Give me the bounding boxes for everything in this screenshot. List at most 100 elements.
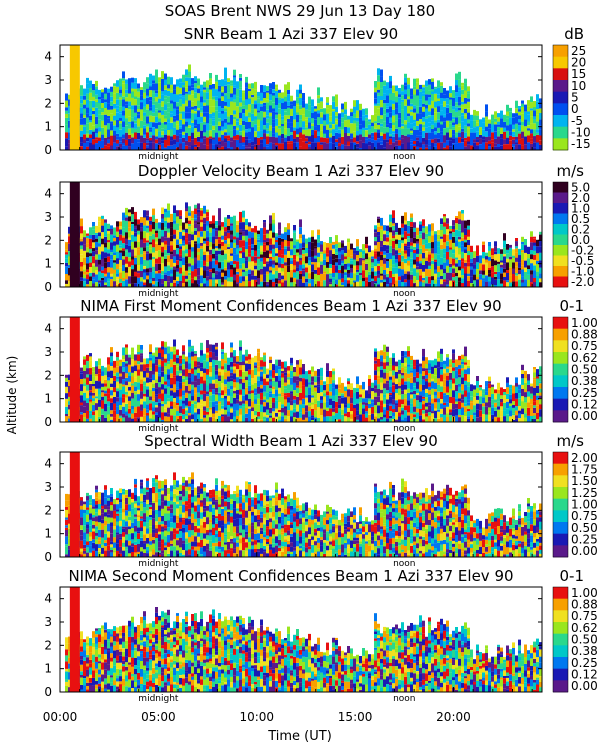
- heatmap-cell: [461, 227, 464, 233]
- heatmap-cell: [131, 117, 134, 121]
- heatmap-cell: [209, 362, 212, 366]
- heatmap-cell: [527, 247, 530, 254]
- heatmap-cell: [263, 252, 266, 258]
- heatmap-cell: [197, 260, 200, 268]
- heatmap-cell: [170, 378, 173, 385]
- heatmap-cell: [134, 283, 137, 287]
- heatmap-cell: [404, 239, 407, 244]
- heatmap-cell: [224, 370, 227, 373]
- heatmap-cell: [176, 388, 179, 390]
- heatmap-cell: [137, 271, 140, 273]
- heatmap-cell: [431, 101, 434, 108]
- heatmap-cell: [128, 376, 131, 382]
- heatmap-cell: [179, 216, 182, 219]
- heatmap-cell: [311, 124, 314, 126]
- heatmap-cell: [386, 242, 389, 246]
- heatmap-cell: [254, 411, 257, 415]
- heatmap-cell: [86, 124, 89, 130]
- heatmap-cell: [314, 270, 317, 274]
- heatmap-cell: [500, 118, 503, 124]
- heatmap-cell: [125, 108, 128, 116]
- heatmap-cell: [227, 99, 230, 107]
- heatmap-cell: [107, 234, 110, 241]
- heatmap-cell: [467, 113, 470, 120]
- heatmap-cell: [317, 98, 320, 103]
- heatmap-cell: [230, 403, 233, 406]
- heatmap-cell: [425, 226, 428, 234]
- heatmap-cell: [98, 90, 101, 97]
- heatmap-cell: [230, 413, 233, 420]
- heatmap-cell: [410, 112, 413, 116]
- heatmap-cell: [140, 135, 143, 142]
- heatmap-cell: [488, 277, 491, 282]
- heatmap-cell: [284, 240, 287, 246]
- heatmap-cell: [281, 120, 284, 124]
- heatmap-cell: [188, 119, 191, 126]
- heatmap-cell: [344, 114, 347, 120]
- heatmap-cell: [143, 143, 146, 150]
- heatmap-cell: [467, 91, 470, 93]
- heatmap-cell: [116, 367, 119, 373]
- heatmap-cell: [194, 394, 197, 402]
- heatmap-cell: [515, 276, 518, 282]
- heatmap-cell: [113, 260, 116, 263]
- heatmap-cell: [410, 99, 413, 104]
- heatmap-cell: [428, 79, 431, 85]
- heatmap-cell: [239, 365, 242, 370]
- heatmap-cell: [164, 354, 167, 358]
- heatmap-cell: [179, 246, 182, 249]
- heatmap-cell: [440, 239, 443, 245]
- heatmap-cell: [128, 357, 131, 365]
- heatmap-cell: [182, 379, 185, 382]
- heatmap-cell: [80, 278, 83, 281]
- heatmap-cell: [122, 281, 125, 287]
- heatmap-cell: [245, 249, 248, 257]
- heatmap-cell: [476, 111, 479, 116]
- heatmap-cell: [176, 371, 179, 376]
- heatmap-cell: [242, 362, 245, 366]
- heatmap-cell: [410, 96, 413, 99]
- heatmap-cell: [191, 381, 194, 384]
- heatmap-cell: [335, 133, 338, 139]
- heatmap-cell: [164, 394, 167, 402]
- heatmap-cell: [299, 120, 302, 128]
- heatmap-cell: [386, 90, 389, 96]
- heatmap-cell: [443, 216, 446, 222]
- heatmap-cell: [221, 349, 224, 352]
- heatmap-cell: [95, 367, 98, 375]
- heatmap-cell: [173, 378, 176, 385]
- heatmap-cell: [446, 105, 449, 108]
- heatmap-cell: [254, 365, 257, 368]
- heatmap-cell: [482, 242, 485, 245]
- heatmap-cell: [347, 278, 350, 281]
- heatmap-cell: [359, 265, 362, 273]
- heatmap-cell: [98, 369, 101, 374]
- heatmap-cell: [167, 223, 170, 229]
- heatmap-cell: [272, 143, 275, 150]
- heatmap-cell: [251, 411, 254, 419]
- heatmap-cell: [113, 387, 116, 392]
- heatmap-cell: [356, 246, 359, 250]
- heatmap-cell: [401, 238, 404, 241]
- heatmap-cell: [176, 223, 179, 230]
- heatmap-cell: [206, 221, 209, 226]
- heatmap-cell: [353, 248, 356, 250]
- heatmap-cell: [518, 122, 521, 125]
- heatmap-cell: [287, 272, 290, 280]
- heatmap-cell: [533, 142, 536, 147]
- heatmap-cell: [284, 246, 287, 248]
- heatmap-cell: [293, 272, 296, 278]
- heatmap-cell: [383, 282, 386, 287]
- heatmap-cell: [503, 256, 506, 263]
- heatmap-cell: [491, 255, 494, 259]
- heatmap-cell: [89, 390, 92, 392]
- heatmap-cell: [374, 229, 377, 232]
- heatmap-cell: [104, 88, 107, 94]
- heatmap-cell: [434, 108, 437, 113]
- heatmap-cell: [365, 237, 368, 244]
- heatmap-cell: [155, 251, 158, 258]
- heatmap-cell: [98, 413, 101, 417]
- heatmap-cell: [401, 117, 404, 124]
- heatmap-cell: [251, 95, 254, 97]
- heatmap-cell: [530, 110, 533, 116]
